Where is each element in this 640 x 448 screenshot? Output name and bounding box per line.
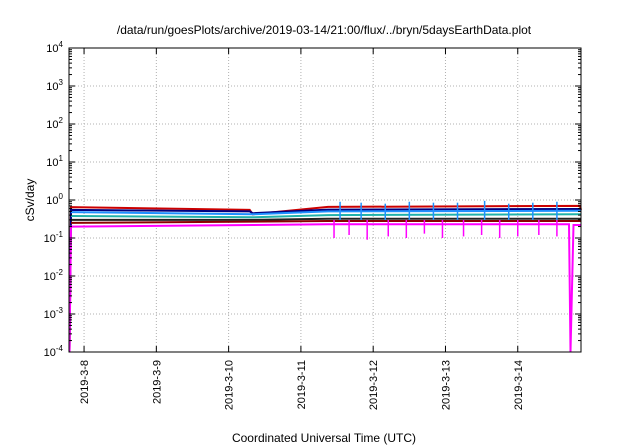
series-line bbox=[68, 223, 581, 353]
y-tick-label: 10-3 bbox=[44, 306, 64, 321]
x-tick-labels: 2019-3-8 2019-3-9 2019-3-10 2019-3-11 2019-3… bbox=[79, 360, 525, 410]
x-tick-label: 2019-3-8 bbox=[79, 360, 91, 404]
y-tick-label: 103 bbox=[46, 78, 63, 93]
series-line bbox=[70, 213, 582, 219]
series-line bbox=[70, 209, 582, 216]
y-tick-label: 10-4 bbox=[44, 344, 64, 359]
y-tick-label: 102 bbox=[46, 116, 63, 131]
series-line bbox=[71, 217, 581, 221]
x-tick-label: 2019-3-11 bbox=[296, 360, 308, 409]
y-tick-label: 10-2 bbox=[44, 268, 64, 283]
x-axis-label: Coordinated Universal Time (UTC) bbox=[232, 431, 416, 445]
series-line bbox=[70, 220, 581, 224]
x-tick-label: 2019-3-14 bbox=[513, 360, 525, 410]
x-tick-label: 2019-3-12 bbox=[368, 360, 380, 410]
y-tick-label: 100 bbox=[46, 192, 63, 207]
x-tick-label: 2019-3-13 bbox=[440, 360, 452, 410]
x-tick-label: 2019-3-10 bbox=[224, 360, 236, 410]
x-tick-label: 2019-3-9 bbox=[151, 360, 163, 404]
y-tick-label: 104 bbox=[46, 40, 63, 55]
y-tick-label: 101 bbox=[46, 154, 63, 169]
ticks bbox=[69, 47, 581, 353]
chart-title: /data/run/goesPlots/archive/2019-03-14/2… bbox=[117, 23, 532, 37]
grid bbox=[69, 48, 581, 352]
y-tick-labels: 10-4 10-3 10-2 10-1 100 101 102 103 104 bbox=[44, 40, 64, 359]
y-axis-label: cSv/day bbox=[23, 179, 37, 222]
y-tick-label: 10-1 bbox=[44, 230, 64, 245]
